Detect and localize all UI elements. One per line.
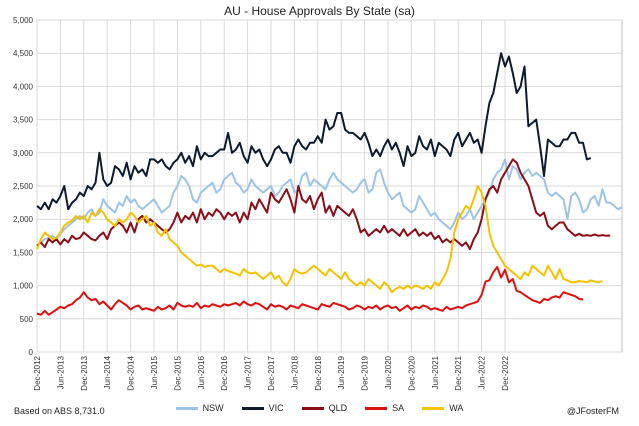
x-tick-label: Jun-2021 xyxy=(431,355,440,389)
x-tick-label: Jun-2022 xyxy=(478,355,487,389)
y-tick-label: 2,000 xyxy=(13,215,34,224)
y-tick-label: 0 xyxy=(29,348,34,357)
series-line-wa xyxy=(36,185,603,294)
legend-label: QLD xyxy=(328,403,348,413)
x-tick-label: Jun-2017 xyxy=(244,355,253,389)
series-line-nsw xyxy=(36,158,623,247)
x-tick-label: Dec-2014 xyxy=(127,355,136,390)
y-tick-label: 2,500 xyxy=(13,182,34,191)
legend-entry-wa: WA xyxy=(422,403,463,413)
y-tick-label: 4,000 xyxy=(13,82,34,91)
y-tick-label: 3,000 xyxy=(13,149,34,158)
x-tick-label: Jun-2014 xyxy=(103,355,112,389)
x-tick-label: Dec-2012 xyxy=(33,355,42,390)
y-tick-label: 1,000 xyxy=(13,282,34,291)
legend-swatch xyxy=(175,406,198,410)
credit-handle: @JFosterFM xyxy=(566,406,619,416)
x-tick-label: Jun-2018 xyxy=(290,355,299,389)
series-line-vic xyxy=(36,52,592,211)
x-tick-label: Jun-2016 xyxy=(197,355,206,389)
legend-swatch xyxy=(241,406,264,410)
x-tick-label: Jun-2019 xyxy=(337,355,346,389)
legend-entry-nsw: NSW xyxy=(175,403,224,413)
x-tick-label: Jun-2013 xyxy=(56,355,65,389)
x-tick-label: Dec-2013 xyxy=(80,355,89,390)
y-tick-label: 5,000 xyxy=(13,16,34,25)
x-tick-label: Dec-2022 xyxy=(501,355,510,390)
y-tick-label: 500 xyxy=(20,315,34,324)
y-tick-label: 1,500 xyxy=(13,248,34,257)
x-tick-label: Dec-2015 xyxy=(173,355,182,390)
x-tick-label: Jun-2015 xyxy=(150,355,159,389)
legend-label: VIC xyxy=(268,403,284,413)
y-tick-label: 4,500 xyxy=(13,49,34,58)
legend-label: SA xyxy=(392,403,405,413)
legend: NSW VIC QLD SA WA xyxy=(0,403,639,413)
series-line-sa xyxy=(36,266,584,316)
legend-label: WA xyxy=(449,403,464,413)
legend-swatch xyxy=(422,406,445,410)
x-tick-label: Dec-2018 xyxy=(314,355,323,390)
source-note: Based on ABS 8,731.0 xyxy=(14,406,105,416)
x-tick-label: Dec-2020 xyxy=(407,355,416,390)
legend-swatch xyxy=(365,406,388,410)
x-tick-label: Dec-2021 xyxy=(454,355,463,390)
series-line-qld xyxy=(36,158,611,251)
x-tick-label: Dec-2019 xyxy=(361,355,370,390)
legend-label: NSW xyxy=(202,403,224,413)
y-tick-label: 3,500 xyxy=(13,116,34,125)
x-tick-label: Dec-2017 xyxy=(267,355,276,390)
legend-entry-sa: SA xyxy=(365,403,404,413)
x-tick-label: Jun-2020 xyxy=(384,355,393,389)
chart-title: AU - House Approvals By State (sa) xyxy=(224,4,415,18)
legend-entry-qld: QLD xyxy=(301,403,348,413)
x-tick-label: Dec-2016 xyxy=(220,355,229,390)
legend-entry-vic: VIC xyxy=(241,403,284,413)
legend-swatch xyxy=(301,406,324,410)
